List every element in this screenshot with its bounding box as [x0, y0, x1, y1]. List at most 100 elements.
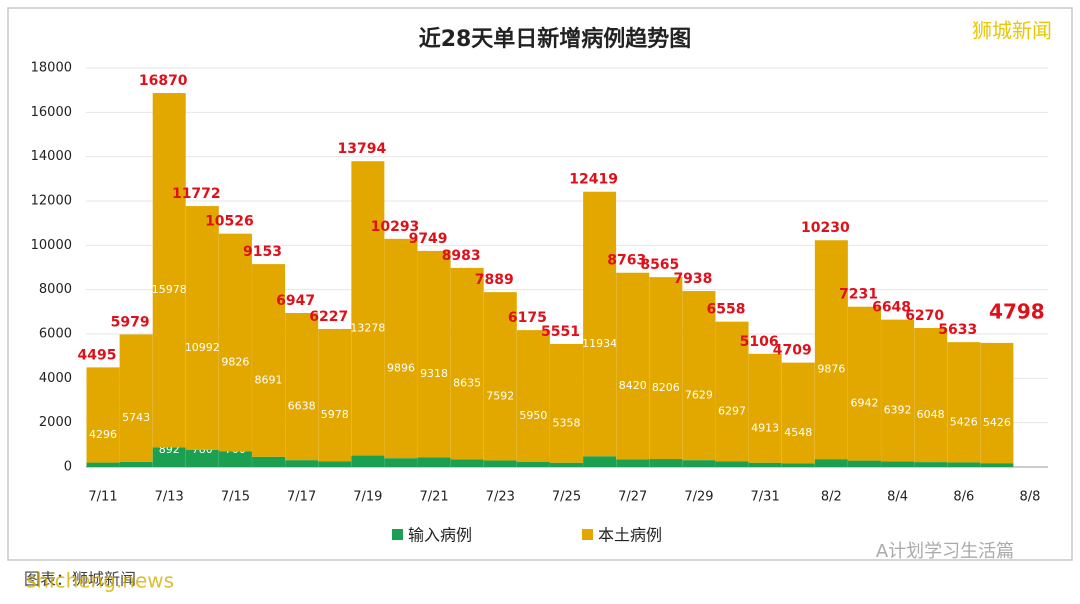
x-tick-label: 8/6 — [953, 490, 974, 505]
bar-segment — [616, 459, 650, 467]
data-label: 13278 — [350, 321, 385, 334]
y-tick-label: 18000 — [31, 61, 72, 76]
data-label: 9826 — [221, 356, 249, 369]
x-tick-label: 7/29 — [684, 490, 713, 505]
total-label: 16870 — [139, 73, 188, 89]
data-label: 5978 — [321, 408, 349, 421]
data-label: 8691 — [255, 373, 283, 386]
x-tick-label: 7/17 — [287, 490, 316, 505]
x-tick-label: 7/25 — [552, 490, 581, 505]
bar-segment — [252, 456, 286, 467]
total-label: 5551 — [541, 324, 580, 340]
bar-segment — [781, 362, 815, 464]
total-label: 8763 — [607, 253, 646, 269]
x-tick-label: 7/13 — [155, 490, 184, 505]
bar-segment — [351, 455, 385, 467]
bar-segment — [86, 367, 120, 463]
bar-segment — [682, 460, 716, 467]
total-label: 6558 — [707, 302, 746, 318]
data-label: 6638 — [288, 400, 316, 413]
data-label: 4548 — [784, 426, 812, 439]
bar-segment — [516, 462, 550, 467]
bar-segment — [450, 459, 484, 467]
total-label: 7889 — [475, 272, 514, 288]
bar-segment — [450, 267, 484, 460]
data-label: 9318 — [420, 367, 448, 380]
bar-segment — [550, 462, 583, 467]
total-label: 6227 — [309, 309, 348, 325]
bar-segment — [285, 460, 319, 467]
bar-segment — [86, 462, 120, 467]
y-tick-label: 6000 — [39, 327, 72, 342]
total-label: 10230 — [801, 220, 850, 236]
bar-segment — [185, 449, 219, 467]
bar-segment — [980, 463, 1014, 467]
y-tick-label: 10000 — [31, 238, 72, 253]
total-label: 9749 — [409, 231, 448, 247]
bar-segment — [483, 460, 517, 467]
total-label: 10526 — [205, 214, 254, 230]
y-tick-label: 12000 — [31, 194, 72, 209]
bar-segment — [616, 272, 650, 460]
x-tick-label: 7/19 — [353, 490, 382, 505]
x-tick-label: 7/27 — [618, 490, 647, 505]
total-label: 5106 — [740, 334, 779, 350]
x-tick-label: 7/15 — [221, 490, 250, 505]
bar-segment — [682, 291, 716, 461]
legend-swatch — [582, 529, 593, 540]
bar-segment — [814, 459, 848, 467]
watermark: A计划学习生活篇 — [876, 541, 1014, 562]
data-label: 4913 — [751, 421, 779, 434]
bar-segment — [185, 206, 219, 450]
data-label: 5950 — [519, 409, 547, 422]
bar-segment — [550, 343, 583, 463]
bar-segment — [583, 191, 617, 457]
total-label: 6648 — [872, 300, 911, 316]
watermark: 狮城新闻 — [972, 19, 1052, 43]
watermark: 图表：狮城新闻 — [24, 570, 136, 589]
bar-segment — [847, 306, 881, 461]
bar-segment — [980, 342, 1014, 464]
y-tick-label: 4000 — [39, 371, 72, 386]
data-label: 6048 — [917, 408, 945, 421]
data-label: 10992 — [185, 341, 220, 354]
bar-segment — [781, 463, 815, 467]
total-label: 7938 — [673, 271, 712, 287]
data-label: 5743 — [122, 411, 150, 424]
y-tick-label: 0 — [64, 460, 72, 475]
total-label: 4495 — [78, 347, 117, 363]
data-label: 5426 — [950, 415, 978, 428]
bar-segment — [384, 458, 418, 467]
total-label: 4709 — [773, 343, 812, 359]
total-label: 5633 — [938, 322, 977, 338]
bar-segment — [715, 321, 749, 462]
data-label: 8635 — [453, 377, 481, 390]
bar-segment — [252, 264, 286, 457]
data-label: 5358 — [553, 416, 581, 429]
bar-segment — [218, 451, 252, 467]
data-label: 6392 — [884, 403, 912, 416]
bar-segment — [351, 161, 385, 456]
bar-segment — [847, 460, 881, 467]
bar-segment — [881, 319, 915, 462]
bar-segment — [516, 330, 550, 463]
total-label: 11772 — [172, 186, 221, 202]
bar-segment — [218, 233, 252, 452]
total-label: 13794 — [337, 141, 386, 157]
legend-swatch — [392, 529, 403, 540]
x-tick-label: 7/31 — [751, 490, 780, 505]
data-label: 7629 — [685, 389, 713, 402]
bar-segment — [748, 353, 782, 463]
x-tick-label: 7/11 — [88, 490, 117, 505]
total-label: 9153 — [243, 244, 282, 260]
data-label: 5426 — [983, 416, 1011, 429]
data-label: 9876 — [817, 363, 845, 376]
y-tick-label: 2000 — [39, 415, 72, 430]
chart-title: 近28天单日新增病例趋势图 — [419, 26, 692, 52]
bar-segment — [649, 277, 683, 460]
legend-label: 本土病例 — [598, 526, 662, 545]
bar-segment — [914, 328, 948, 463]
data-label: 7592 — [486, 389, 514, 402]
data-label: 8420 — [619, 379, 647, 392]
